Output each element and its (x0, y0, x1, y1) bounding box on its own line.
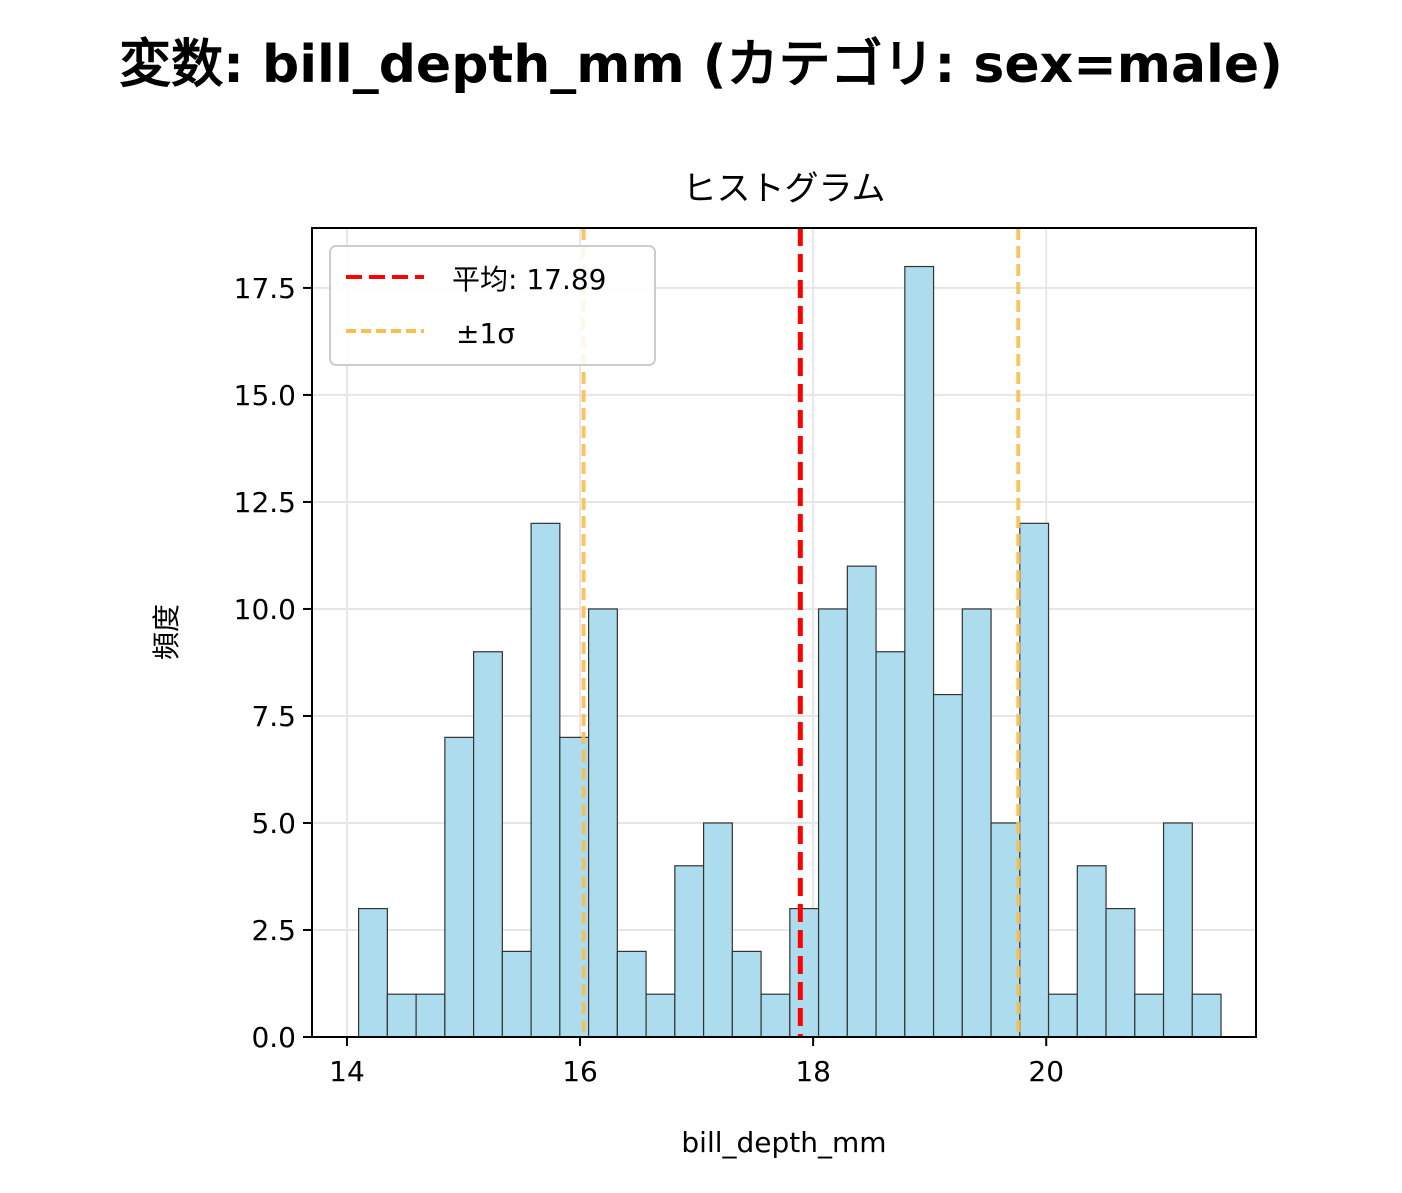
y-tick-label-4: 10.0 (234, 593, 296, 626)
histogram-bar-8 (587, 608, 618, 1038)
histogram-bar-19 (904, 265, 935, 1038)
histogram-bar-14 (760, 993, 791, 1038)
x-tick-label-3: 20 (1028, 1055, 1064, 1088)
legend-box (329, 245, 656, 366)
y-tick-label-6: 15.0 (234, 379, 296, 412)
y-axis-label: 頻度 (150, 604, 183, 660)
x-tick-label-1: 16 (562, 1055, 598, 1088)
y-tick-label-0: 0.0 (251, 1021, 296, 1054)
histogram-bars (358, 265, 1222, 1038)
histogram-bar-11 (674, 865, 705, 1038)
legend: 平均: 17.89 ±1σ (329, 245, 656, 366)
x-tick-label-0: 14 (329, 1055, 365, 1088)
histogram-bar-2 (415, 993, 446, 1038)
x-tick-label-2: 18 (795, 1055, 831, 1088)
histogram-bar-9 (616, 950, 647, 1038)
grid-lines (312, 228, 1256, 1038)
histogram-bar-13 (731, 950, 762, 1038)
histogram-bar-25 (1076, 865, 1107, 1038)
histogram-bar-29 (1191, 993, 1222, 1038)
histogram-bar-28 (1162, 822, 1193, 1038)
histogram-bar-1 (386, 993, 417, 1038)
histogram-bar-21 (961, 608, 992, 1038)
histogram-bar-10 (645, 993, 676, 1038)
x-axis-ticks: 14 16 18 20 (329, 1037, 1064, 1088)
histogram-bar-26 (1105, 907, 1136, 1038)
legend-mean-label: 平均: 17.89 (452, 263, 607, 296)
histogram-bar-23 (1019, 522, 1050, 1038)
histogram-bar-18 (875, 651, 906, 1038)
legend-sigma-label: ±1σ (456, 317, 515, 350)
histogram-bar-22 (990, 822, 1021, 1038)
histogram-bar-6 (530, 522, 561, 1038)
y-axis-ticks: 0.0 2.5 5.0 7.5 10.0 12.5 15.0 17.5 (234, 272, 312, 1054)
chart-title: ヒストグラム (683, 169, 886, 209)
histogram-bar-24 (1047, 993, 1078, 1038)
histogram-bar-16 (817, 608, 848, 1038)
histogram-bar-5 (501, 950, 532, 1038)
histogram-bar-17 (846, 565, 877, 1038)
x-axis-label: bill_depth_mm (681, 1126, 886, 1159)
y-tick-label-3: 7.5 (251, 700, 296, 733)
histogram-bar-12 (702, 822, 733, 1038)
histogram-bar-0 (358, 907, 388, 1038)
plot-frame (311, 227, 1257, 1038)
y-tick-label-2: 5.0 (251, 807, 296, 840)
histogram-bar-4 (473, 651, 503, 1038)
histogram-bar-27 (1134, 993, 1165, 1038)
y-tick-label-1: 2.5 (251, 914, 296, 947)
y-tick-label-7: 17.5 (234, 272, 296, 305)
histogram-bar-15 (789, 907, 820, 1038)
y-tick-label-5: 12.5 (234, 486, 296, 519)
figure-suptitle: 変数: bill_depth_mm (カテゴリ: sex=male) (119, 35, 1283, 95)
histogram-bar-3 (444, 736, 475, 1038)
histogram-bar-20 (932, 693, 963, 1038)
